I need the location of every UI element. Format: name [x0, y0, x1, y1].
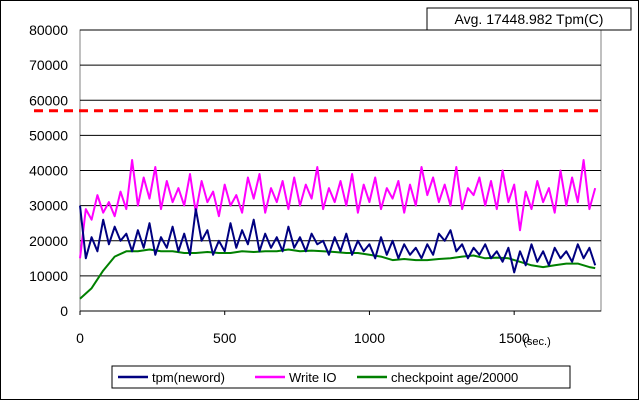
y-tick-label: 0: [60, 303, 68, 319]
x-unit-label: (sec.): [523, 336, 551, 348]
y-tick-label: 50000: [29, 127, 68, 143]
legend-label-checkpoint: checkpoint age/20000: [391, 370, 518, 385]
x-tick-label: 0: [76, 330, 84, 346]
legend-label-tpm: tpm(neword): [152, 370, 225, 385]
series-line-1: [79, 159, 597, 259]
series-line-2: [79, 248, 596, 300]
axes: 0100002000030000400005000060000700008000…: [29, 22, 601, 346]
avg-annotation: Avg. 17448.982 Tpm(C): [426, 7, 632, 31]
legend-label-write-io: Write IO: [289, 370, 336, 385]
avg-annotation-box: [426, 7, 632, 31]
y-tick-label: 40000: [29, 163, 68, 179]
y-tick-label: 30000: [29, 198, 68, 214]
x-tick-label: 1000: [354, 330, 385, 346]
y-tick-label: 80000: [29, 22, 68, 38]
y-tick-label: 60000: [29, 92, 68, 108]
x-tick-label: 500: [213, 330, 237, 346]
avg-annotation-text: Avg. 17448.982 Tpm(C): [455, 11, 604, 27]
y-tick-label: 10000: [29, 268, 68, 284]
y-tick-label: 20000: [29, 233, 68, 249]
y-tick-label: 70000: [29, 57, 68, 73]
legend-box: [111, 365, 571, 389]
x-tick-label: 1500: [499, 330, 530, 346]
series-lines: [79, 159, 597, 300]
series-line-0: [79, 205, 597, 274]
legend: tpm(neword) Write IO checkpoint age/2000…: [111, 365, 571, 389]
